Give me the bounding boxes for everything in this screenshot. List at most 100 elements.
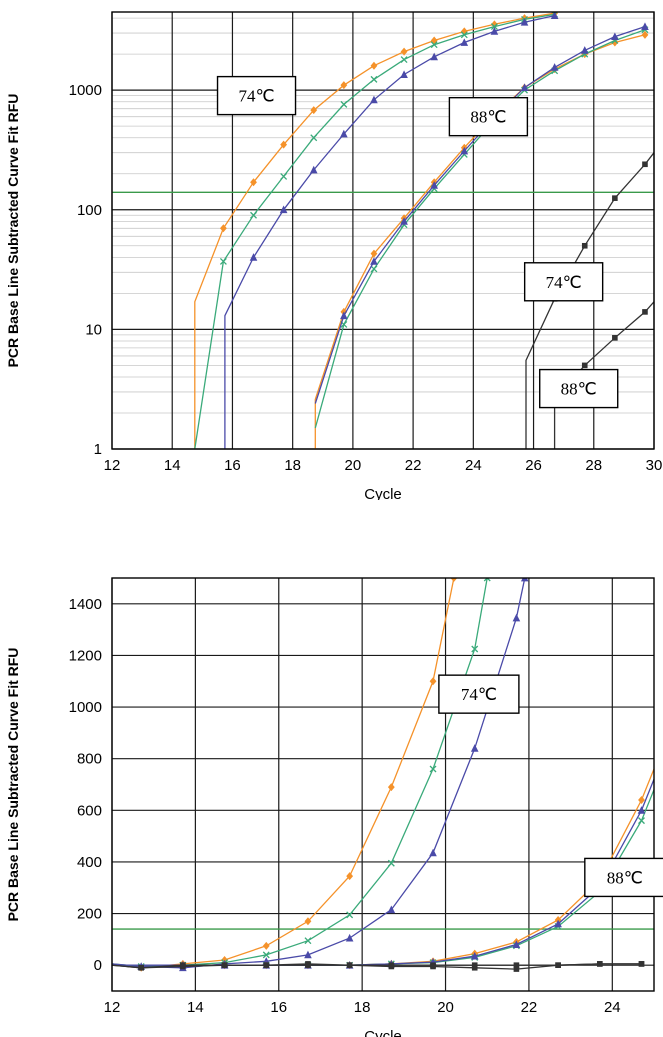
y-tick-label: 0 [94, 957, 102, 974]
x-tick-label: 24 [465, 457, 482, 474]
y-axis-label: PCR Base Line Subtracted Curve Fit RFU [5, 94, 21, 368]
series-3-point [430, 52, 438, 61]
x-tick-label: 14 [187, 999, 204, 1016]
series-8-point [597, 961, 603, 967]
y-tick-label: 100 [77, 202, 102, 219]
series-8-point [263, 962, 270, 968]
series-2-point [471, 645, 479, 653]
y-tick-label: 1000 [69, 699, 102, 716]
series-8-point [638, 961, 645, 967]
series-2-line [112, 578, 488, 968]
series-1-point [280, 140, 288, 149]
series-4-point [370, 249, 378, 258]
series-6-point [370, 257, 378, 265]
series-3-line [112, 578, 526, 969]
x-tick-label: 16 [270, 999, 287, 1016]
x-tick-label: 18 [354, 999, 371, 1016]
annotation-box [584, 857, 663, 898]
series-2-point [483, 578, 491, 582]
series-6-point [520, 83, 529, 92]
annotation-2: 88℃ [584, 857, 663, 898]
series-group [194, 12, 654, 449]
x-axis-label: Cycle [364, 486, 402, 500]
x-tick-label: 20 [345, 457, 362, 474]
series-8-point [430, 962, 436, 968]
major-gridlines [111, 578, 654, 991]
series-8-point [642, 309, 648, 315]
annotation-label: 88℃ [470, 108, 506, 127]
series-8-point [388, 962, 395, 968]
series-3-point [370, 95, 378, 104]
series-1-point [450, 578, 458, 582]
series-3-point [345, 933, 354, 942]
series-3-point [304, 950, 312, 959]
series-1-point [387, 783, 395, 792]
series-1-point [304, 917, 312, 926]
y-tick-label: 800 [77, 751, 102, 768]
annotation-4: 88℃ [539, 368, 619, 409]
x-tick-label: 28 [585, 457, 602, 474]
series-2-point [304, 937, 312, 945]
series-1-point [310, 106, 318, 115]
annotation-label: 74℃ [546, 273, 582, 292]
series-3-point [309, 165, 318, 174]
series-2-point [370, 75, 378, 83]
y-tick-label: 600 [77, 802, 102, 819]
log-scale-amplification-chart: 74℃ 88℃ 74℃ 88℃ 12 14 16 18 20 22 24 26 28 30 1 10 100 10… [5, 11, 663, 500]
series-3-point [429, 848, 437, 857]
annotation-1: 74℃ [216, 75, 297, 116]
y-tick-label: 1000 [69, 82, 102, 99]
series-3-point [340, 129, 348, 138]
annotation-1: 74℃ [438, 674, 520, 714]
annotation-box [216, 75, 297, 116]
x-tick-label: 12 [104, 999, 121, 1016]
series-2-point [460, 31, 468, 39]
x-tick-label: 24 [604, 999, 621, 1016]
series-2-point [387, 859, 395, 867]
y-tick-label: 1 [94, 441, 102, 458]
series-6-point [460, 146, 469, 155]
series-2-point [340, 100, 348, 108]
series-8-point [581, 362, 588, 369]
series-8-line [112, 963, 642, 969]
series-7-point [612, 195, 618, 201]
series-1-point [346, 872, 354, 881]
series-3-point [470, 744, 479, 752]
series-6-point [554, 919, 562, 928]
series-8-point [138, 964, 144, 971]
annotation-label: 74℃ [238, 87, 274, 106]
annotation-box [539, 368, 619, 409]
series-2-point [346, 911, 354, 919]
series-1-line [194, 12, 555, 449]
series-1-point [340, 81, 348, 90]
y-tick-label: 10 [85, 321, 102, 338]
series-8-point [346, 962, 353, 968]
series-1-point [250, 178, 257, 187]
x-tick-label: 16 [224, 457, 241, 474]
series-8-point [305, 961, 311, 967]
linear-scale-amplification-chart: 74℃ 88℃ 12 14 16 18 20 22 24 0 200 400 600 800 1000 120… [5, 577, 663, 1037]
series-6-point [580, 46, 589, 54]
series-1-point [220, 224, 227, 233]
series-4-point [638, 795, 645, 804]
series-2-point [400, 56, 408, 64]
series-2-point [310, 134, 318, 142]
series-3-point [400, 70, 408, 78]
series-7-point [581, 242, 588, 249]
series-6-point [512, 940, 521, 948]
x-tick-label: 18 [284, 457, 301, 474]
series-3-point [249, 253, 258, 261]
x-tick-label: 30 [646, 457, 663, 474]
series-3-point [520, 578, 529, 582]
plot-frame [111, 577, 655, 992]
series-7-point [513, 966, 520, 972]
series-4-line [112, 768, 654, 966]
annotation-box [438, 674, 520, 714]
series-3-point [490, 27, 499, 35]
series-1-line [112, 578, 455, 969]
series-2-point [262, 951, 270, 959]
series-2-point [429, 765, 437, 773]
series-6-point [637, 806, 646, 814]
annotation-2: 88℃ [448, 96, 529, 137]
x-tick-label: 22 [521, 999, 538, 1016]
